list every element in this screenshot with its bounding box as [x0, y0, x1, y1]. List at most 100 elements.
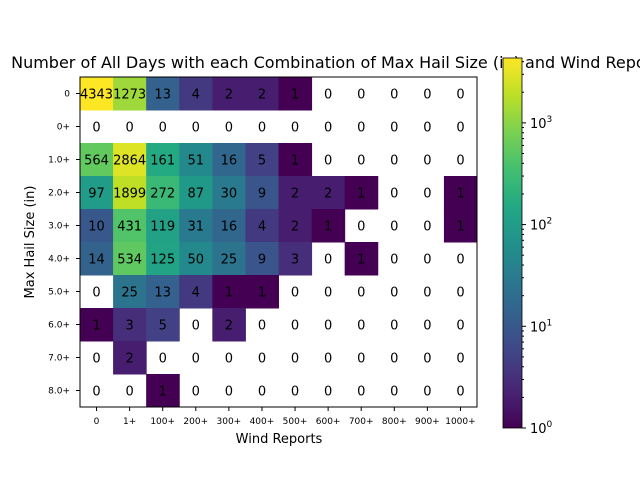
cell-value-label: 0: [357, 352, 365, 367]
cell-value-label: 1: [324, 220, 332, 235]
cell-value-label: 2: [225, 319, 233, 334]
colorbar-tick-label: 100: [530, 420, 553, 437]
cell-value-label: 0: [423, 385, 431, 400]
heatmap-cell: [212, 176, 246, 210]
cell-value-label: 10: [88, 220, 105, 235]
cell-value-label: 0: [324, 88, 332, 103]
cell-value-label: 30: [221, 187, 238, 202]
cell-value-label: 431: [117, 220, 142, 235]
cell-value-label: 0: [357, 319, 365, 334]
cell-value-label: 0: [357, 154, 365, 169]
plot-frame: [79, 76, 478, 408]
cell-value-label: 0: [125, 385, 133, 400]
cell-value-label: 0: [423, 253, 431, 268]
cell-value-label: 0: [456, 286, 464, 301]
y-tick-label: 3.0+: [48, 222, 70, 232]
heatmap-cell: [212, 143, 246, 177]
heatmap-cell: [212, 275, 246, 309]
cell-value-label: 4343: [80, 88, 113, 103]
cell-value-label: 0: [390, 352, 398, 367]
y-tick-label: 0+: [57, 123, 70, 133]
cell-value-label: 13: [154, 286, 171, 301]
cell-value-label: 1: [258, 286, 266, 301]
colorbar-tick-label: 101: [530, 318, 552, 335]
colorbar: 100 101 102 103: [502, 57, 553, 437]
cell-value-label: 0: [291, 352, 299, 367]
y-tick-label: 7.0+: [48, 354, 70, 364]
cell-value-label: 0: [456, 319, 464, 334]
cell-value-label: 0: [324, 319, 332, 334]
cell-value-label: 0: [258, 319, 266, 334]
heatmap-cell: [179, 209, 213, 243]
cell-value-label: 0: [324, 352, 332, 367]
heatmap-cell: [245, 275, 279, 309]
heatmap-cell: [278, 77, 313, 111]
cell-value-label: 161: [150, 154, 175, 169]
heatmap-cell: [113, 341, 147, 375]
cell-value-label: 272: [150, 187, 175, 202]
y-tick-label: 1.0+: [48, 156, 70, 166]
cell-value-label: 16: [221, 220, 238, 235]
heatmap-cell: [344, 176, 379, 210]
cell-value-label: 25: [121, 286, 138, 301]
heatmap-cell: [80, 176, 114, 210]
cell-value-label: 0: [390, 88, 398, 103]
cell-value-label: 1273: [113, 88, 146, 103]
cell-value-label: 0: [390, 385, 398, 400]
cell-value-label: 0: [423, 220, 431, 235]
heatmap-cell: [146, 77, 180, 111]
cell-value-label: 31: [188, 220, 205, 235]
cell-value-label: 0: [225, 385, 233, 400]
colorbar-gradient: [502, 57, 523, 429]
cell-value-label: 0: [357, 220, 365, 235]
cell-value-label: 0: [291, 385, 299, 400]
cell-value-label: 1: [357, 187, 365, 202]
heatmap-cell: [443, 209, 478, 243]
x-tick-label: 0: [94, 417, 100, 427]
heatmap-cell: [113, 275, 147, 309]
heatmap-cell: [80, 242, 114, 276]
heatmap-cell: [179, 77, 213, 111]
heatmap-cell: [278, 242, 313, 276]
heatmap-cell: [179, 275, 213, 309]
heatmap-cell: [80, 77, 114, 111]
heatmap-axes: 0 1+ 100+ 200+ 300+ 400+ 500+ 600+ 700+ 800+ 900+ 1…: [48, 76, 478, 427]
heatmap-cell: [443, 176, 478, 210]
cell-value-label: 0: [324, 154, 332, 169]
cell-value-label: 0: [225, 121, 233, 136]
cell-value-label: 87: [188, 187, 205, 202]
cell-value-label: 0: [423, 154, 431, 169]
cell-value-label: 1: [291, 88, 299, 103]
cell-value-label: 14: [88, 253, 105, 268]
cell-value-label: 0: [324, 286, 332, 301]
cell-value-label: 2: [291, 220, 299, 235]
cell-value-label: 0: [192, 385, 200, 400]
heatmap-cell: [113, 308, 147, 342]
x-axis-label: Wind Reports: [236, 432, 323, 447]
x-tick-label: 400+: [250, 417, 275, 427]
cell-value-label: 0: [159, 352, 167, 367]
heatmap-cell: [113, 242, 147, 276]
cell-value-label: 0: [456, 154, 464, 169]
cell-value-label: 9: [258, 187, 266, 202]
cell-value-label: 0: [225, 352, 233, 367]
cell-value-label: 0: [390, 220, 398, 235]
heatmap-cell: [146, 143, 180, 177]
heatmap-cell: [146, 374, 180, 408]
cell-value-label: 0: [92, 286, 100, 301]
y-tick-label: 4.0+: [48, 255, 70, 265]
x-tick-label: 600+: [316, 417, 341, 427]
cell-value-label: 50: [188, 253, 205, 268]
cell-value-label: 119: [150, 220, 175, 235]
x-tick-label: 300+: [217, 417, 242, 427]
cell-value-label: 0: [390, 253, 398, 268]
cell-value-label: 16: [221, 154, 238, 169]
cell-value-label: 0: [456, 88, 464, 103]
cell-value-label: 1: [456, 220, 464, 235]
heatmap-cell: [80, 209, 114, 243]
cell-value-label: 2: [291, 187, 299, 202]
cell-value-label: 0: [456, 352, 464, 367]
x-tick-label: 200+: [183, 417, 208, 427]
